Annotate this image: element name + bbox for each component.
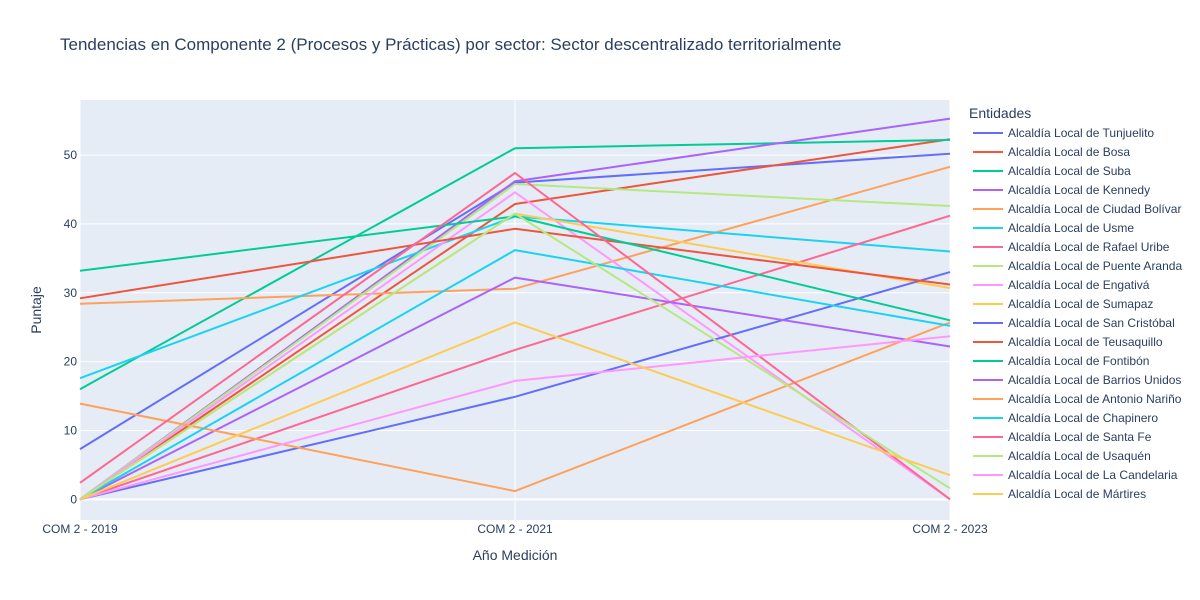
legend-item-label[interactable]: Alcaldía Local de Usme <box>1008 221 1134 235</box>
series-line <box>79 227 951 300</box>
legend-item-label[interactable]: Alcaldía Local de Chapinero <box>1008 411 1158 425</box>
series-line <box>79 321 951 493</box>
series-line <box>79 215 951 322</box>
series-line <box>79 276 951 501</box>
legend-item-label[interactable]: Alcaldía Local de Santa Fe <box>1008 430 1152 444</box>
legend-item-label[interactable]: Alcaldía Local de Usaquén <box>1008 449 1151 463</box>
series-line <box>79 271 951 501</box>
chart-title: Tendencias en Componente 2 (Procesos y P… <box>60 35 842 54</box>
series-line <box>79 321 951 501</box>
legend-item-label[interactable]: Alcaldía Local de Puente Aranda <box>1008 259 1182 273</box>
legend-item-label[interactable]: Alcaldía Local de Bosa <box>1008 145 1130 159</box>
x-axis-title: Año Medición <box>473 547 558 563</box>
legend-title: Entidades <box>969 105 1031 121</box>
series-line <box>79 138 951 391</box>
legend-item-label[interactable]: Alcaldía Local de Suba <box>1008 164 1131 178</box>
y-tick-label: 30 <box>64 286 78 300</box>
series-line <box>79 249 951 501</box>
legend-item-label[interactable]: Alcaldía Local de Fontibón <box>1008 354 1149 368</box>
legend-item-label[interactable]: Alcaldía Local de La Candelaria <box>1008 468 1178 482</box>
x-tick-label: COM 2 - 2023 <box>912 522 988 536</box>
legend-item-label[interactable]: Alcaldía Local de Rafael Uribe <box>1008 240 1170 254</box>
y-axis-title: Puntaje <box>28 286 44 334</box>
legend-item-label[interactable]: Alcaldía Local de Teusaquillo <box>1008 335 1163 349</box>
legend-item-label[interactable]: Alcaldía Local de Antonio Nariño <box>1008 392 1182 406</box>
series-line <box>79 138 951 501</box>
legend-item-label[interactable]: Alcaldía Local de Mártires <box>1008 487 1146 501</box>
y-tick-label: 50 <box>64 148 78 162</box>
y-tick-label: 20 <box>64 355 78 369</box>
y-tick-label: 0 <box>70 492 77 506</box>
series-line <box>79 212 951 501</box>
legend: Entidades Alcaldía Local de Tunjuelito Alc… <box>969 105 1182 501</box>
legend-item-label[interactable]: Alcaldía Local de San Cristóbal <box>1008 316 1175 330</box>
legend-item-label[interactable]: Alcaldía Local de Kennedy <box>1008 183 1150 197</box>
x-tick-label: COM 2 - 2019 <box>42 522 118 536</box>
legend-item-label[interactable]: Alcaldía Local de Sumapaz <box>1008 297 1153 311</box>
series-line <box>79 183 951 501</box>
series-line <box>79 172 951 501</box>
y-tick-label: 10 <box>64 423 78 437</box>
series-line <box>79 335 951 501</box>
series-line <box>79 165 951 305</box>
series-line <box>79 152 951 450</box>
legend-item-label[interactable]: Alcaldía Local de Barrios Unidos <box>1008 373 1181 387</box>
legend-item-label[interactable]: Alcaldía Local de Tunjuelito <box>1008 126 1154 140</box>
legend-item-label[interactable]: Alcaldía Local de Engativá <box>1008 278 1150 292</box>
grid-layer <box>79 100 951 520</box>
y-tick-label: 40 <box>64 217 78 231</box>
series-line <box>79 214 951 501</box>
x-tick-label: COM 2 - 2021 <box>477 522 553 536</box>
series-layer <box>79 117 951 501</box>
axis-layer: 0 10 20 30 40 50 COM 2 - 2019 COM 2 - 2021 COM 2… <box>28 148 988 563</box>
legend-item-label[interactable]: Alcaldía Local de Ciudad Bolívar <box>1008 202 1181 216</box>
